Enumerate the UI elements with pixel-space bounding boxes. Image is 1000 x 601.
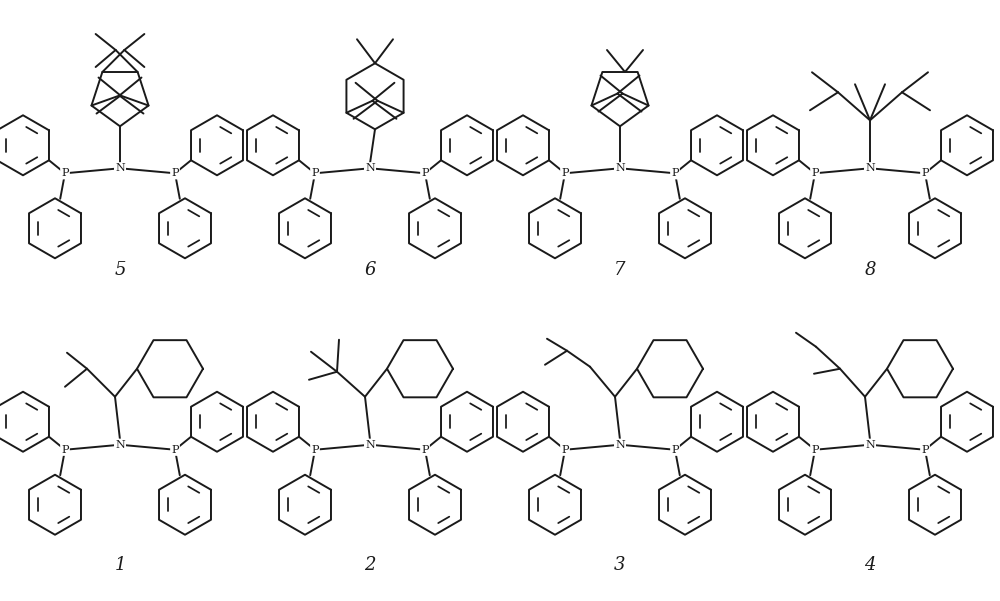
Text: 8: 8 xyxy=(864,261,876,279)
Text: P: P xyxy=(61,445,69,455)
Text: P: P xyxy=(171,445,179,455)
Text: P: P xyxy=(561,168,569,178)
Text: N: N xyxy=(115,163,125,173)
Text: P: P xyxy=(311,445,319,455)
Text: P: P xyxy=(921,168,929,178)
Text: P: P xyxy=(671,445,679,455)
Text: 2: 2 xyxy=(364,556,376,574)
Text: P: P xyxy=(561,445,569,455)
Text: N: N xyxy=(865,440,875,450)
Text: N: N xyxy=(365,163,375,173)
Text: P: P xyxy=(921,445,929,455)
Text: P: P xyxy=(61,168,69,178)
Text: P: P xyxy=(421,445,429,455)
Text: N: N xyxy=(615,440,625,450)
Text: 7: 7 xyxy=(614,261,626,279)
Text: 3: 3 xyxy=(614,556,626,574)
Text: P: P xyxy=(421,168,429,178)
Text: N: N xyxy=(365,440,375,450)
Text: P: P xyxy=(311,168,319,178)
Text: N: N xyxy=(615,163,625,173)
Text: N: N xyxy=(865,163,875,173)
Text: P: P xyxy=(671,168,679,178)
Text: 5: 5 xyxy=(114,261,126,279)
Text: 1: 1 xyxy=(114,556,126,574)
Text: P: P xyxy=(811,168,819,178)
Text: P: P xyxy=(171,168,179,178)
Text: 4: 4 xyxy=(864,556,876,574)
Text: N: N xyxy=(115,440,125,450)
Text: 6: 6 xyxy=(364,261,376,279)
Text: P: P xyxy=(811,445,819,455)
